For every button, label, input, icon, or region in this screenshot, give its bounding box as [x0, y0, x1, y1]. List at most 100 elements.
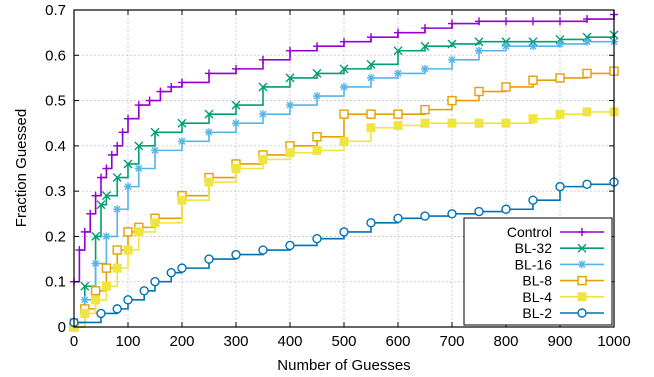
data-point [205, 128, 213, 137]
series-line [74, 40, 614, 324]
data-point [124, 182, 132, 191]
data-point [366, 59, 376, 69]
y-axis-ticks: 0 0.1 0.2 0.3 0.4 0.5 0.6 0.7 [45, 2, 614, 336]
data-point [123, 295, 133, 305]
data-point [124, 114, 132, 123]
data-point [340, 82, 348, 91]
data-point [448, 19, 456, 28]
data-point [139, 286, 149, 296]
data-point [475, 46, 483, 55]
data-point [393, 109, 403, 119]
x-tick-label: 400 [277, 333, 302, 350]
plot-series [69, 10, 619, 332]
series-control [70, 10, 618, 286]
data-point [231, 100, 241, 110]
data-point [112, 263, 122, 273]
data-point [448, 55, 456, 64]
data-point [474, 118, 484, 128]
data-point [75, 246, 84, 255]
data-point [528, 75, 538, 85]
x-tick-label: 300 [223, 333, 248, 350]
data-point [529, 42, 537, 51]
data-point [145, 96, 154, 105]
data-point [231, 249, 241, 260]
data-point [313, 42, 321, 51]
data-point [339, 109, 349, 119]
data-point [529, 17, 537, 26]
data-point [447, 95, 457, 106]
data-point [258, 154, 268, 164]
data-point [232, 64, 240, 73]
data-point [178, 137, 186, 146]
data-point [91, 259, 100, 268]
data-point [107, 150, 116, 159]
data-point [447, 209, 457, 219]
data-point [258, 245, 268, 255]
data-point [420, 211, 430, 221]
data-point [150, 218, 160, 228]
data-point [577, 292, 587, 302]
data-point [582, 179, 592, 190]
data-point [123, 159, 133, 169]
legend-label: BL-16 [515, 256, 553, 272]
data-point [113, 205, 122, 214]
y-tick-label: 0.7 [45, 2, 66, 19]
data-point [112, 173, 122, 183]
data-point [313, 92, 321, 101]
data-point [285, 240, 295, 251]
data-point [474, 206, 484, 217]
data-point [156, 87, 165, 96]
data-point [96, 200, 106, 210]
data-point [286, 46, 294, 55]
data-point [123, 227, 133, 237]
y-tick-label: 0.4 [45, 138, 66, 155]
x-axis-title: Number of Guesses [277, 357, 410, 374]
data-point [231, 164, 241, 173]
data-point [420, 104, 430, 115]
x-tick-label: 1000 [597, 333, 630, 350]
data-point [393, 213, 403, 224]
x-tick-label: 600 [385, 333, 410, 350]
data-point [101, 281, 111, 291]
data-point [113, 141, 122, 150]
data-point [112, 245, 122, 255]
data-point [91, 191, 100, 200]
legend-label: Control [507, 224, 552, 240]
x-tick-label: 700 [439, 333, 464, 350]
x-tick-label: 0 [70, 333, 78, 350]
data-point [421, 64, 429, 73]
data-point [259, 55, 267, 64]
legend-item: BL-8 [522, 273, 604, 289]
data-point [339, 64, 349, 74]
data-point [259, 110, 267, 119]
data-point [528, 195, 538, 205]
data-point [578, 228, 586, 236]
data-point [80, 295, 89, 304]
data-point [501, 82, 511, 92]
data-point [555, 109, 565, 119]
data-point [101, 263, 112, 273]
data-point [90, 286, 101, 296]
data-point [339, 227, 349, 237]
x-tick-label: 100 [115, 333, 140, 350]
data-point [205, 69, 213, 78]
data-point [393, 120, 403, 130]
data-point [475, 17, 483, 26]
data-point [555, 73, 565, 83]
data-point [232, 119, 240, 128]
data-point [447, 118, 457, 128]
data-point [366, 218, 376, 228]
data-point [420, 118, 430, 128]
data-point [285, 148, 295, 158]
data-point [583, 37, 591, 46]
y-tick-label: 0.1 [45, 274, 66, 291]
data-point [420, 41, 430, 51]
legend-box [463, 217, 613, 326]
data-point [394, 69, 402, 78]
data-point [583, 15, 591, 24]
y-axis-title: Fraction Guessed [13, 109, 30, 227]
data-point [134, 101, 143, 110]
data-point [474, 37, 484, 47]
data-point [340, 37, 348, 46]
data-point [123, 245, 133, 255]
